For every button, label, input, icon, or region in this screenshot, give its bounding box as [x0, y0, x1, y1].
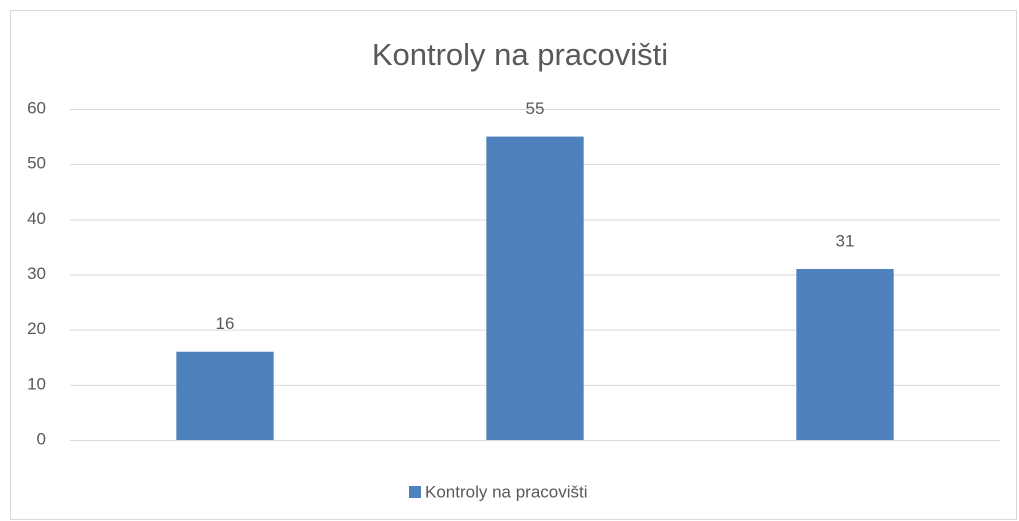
- y-tick-label: 50: [27, 154, 46, 173]
- bar: [486, 136, 584, 441]
- chart-title: Kontroly na pracovišti: [372, 37, 668, 72]
- legend-label: Kontroly na pracovišti: [425, 482, 588, 501]
- y-tick-label: 30: [27, 264, 46, 283]
- bar: [796, 268, 894, 440]
- bar: [176, 351, 274, 440]
- legend-swatch: [409, 486, 421, 498]
- y-tick-label: 60: [27, 98, 46, 117]
- y-tick-label: 20: [27, 319, 46, 338]
- data-label: 31: [836, 231, 855, 250]
- y-tick-label: 10: [27, 374, 46, 393]
- y-tick-label: 40: [27, 209, 46, 228]
- y-tick-label: 0: [37, 429, 46, 448]
- data-label: 16: [216, 314, 235, 333]
- data-label: 55: [526, 99, 545, 118]
